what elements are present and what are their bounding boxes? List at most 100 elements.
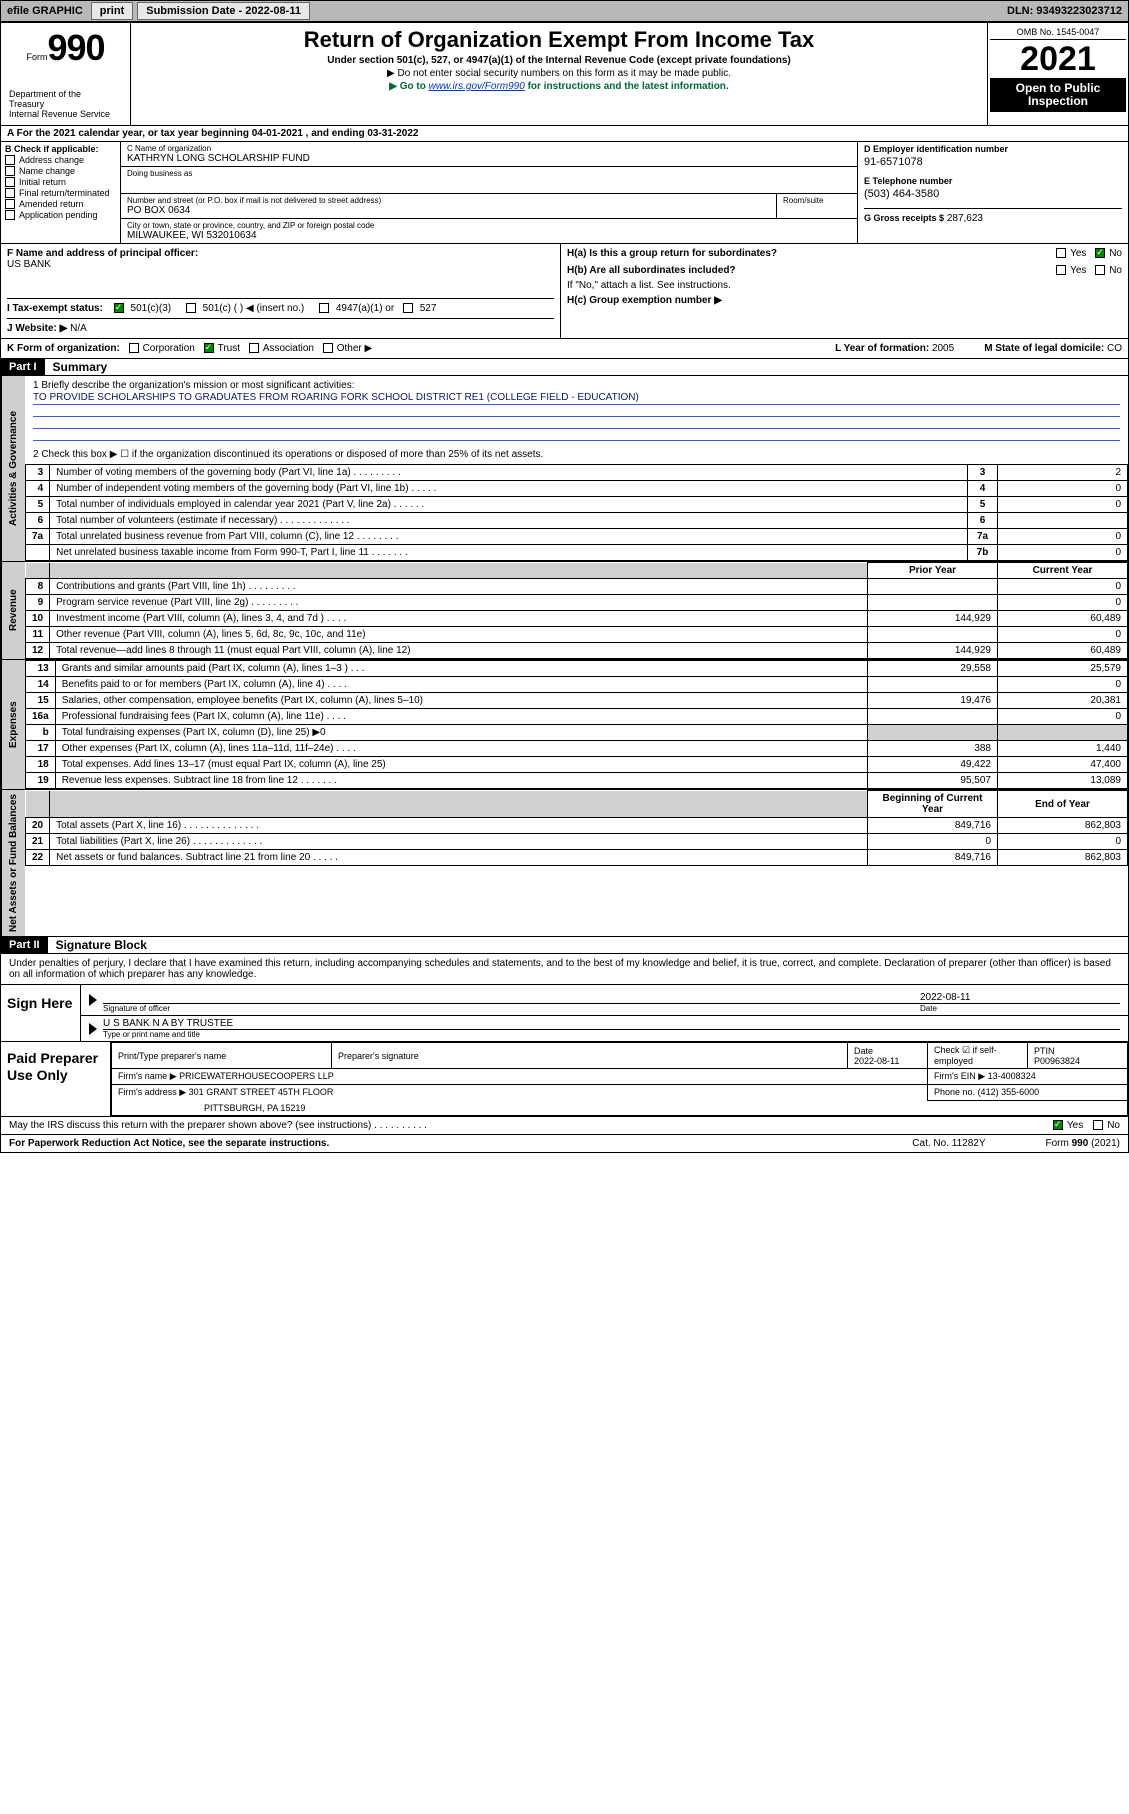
prior-year-value	[868, 677, 998, 693]
current-year-value: 0	[998, 677, 1128, 693]
principal-officer: US BANK	[7, 259, 554, 270]
chk-501c3[interactable]	[114, 303, 124, 313]
current-year-value: 0	[998, 834, 1128, 850]
irs-link[interactable]: www.irs.gov/Form990	[429, 81, 525, 92]
firm-ein: 13-4008324	[988, 1071, 1036, 1081]
line-number: 11	[26, 627, 50, 643]
line-number: 6	[26, 513, 50, 529]
chk-4947[interactable]	[319, 303, 329, 313]
vtab-net-assets: Net Assets or Fund Balances	[1, 790, 25, 936]
chk-final-return[interactable]: Final return/terminated	[5, 188, 116, 198]
suite-label: Room/suite	[783, 196, 851, 205]
prep-sig-label: Preparer's signature	[338, 1051, 419, 1061]
line-value: 0	[998, 529, 1128, 545]
hb-yes-chk[interactable]	[1056, 265, 1066, 275]
chk-corp[interactable]	[129, 343, 139, 353]
box-number: 3	[968, 465, 998, 481]
chk-amended-return[interactable]: Amended return	[5, 199, 116, 209]
chk-527[interactable]	[403, 303, 413, 313]
line-number: 4	[26, 481, 50, 497]
firm-phone: (412) 355-6000	[978, 1087, 1040, 1097]
chk-application-pending[interactable]: Application pending	[5, 210, 116, 220]
chk-assoc[interactable]	[249, 343, 259, 353]
footer-row: For Paperwork Reduction Act Notice, see …	[0, 1135, 1129, 1153]
phone-label: Phone no.	[934, 1087, 975, 1097]
ha-no-chk[interactable]	[1095, 248, 1105, 258]
current-year-value: 1,440	[998, 741, 1128, 757]
chk-other[interactable]	[323, 343, 333, 353]
omb-number: OMB No. 1545-0047	[990, 25, 1126, 40]
net-assets-block: Net Assets or Fund Balances Beginning of…	[0, 790, 1129, 937]
firm-name: PRICEWATERHOUSECOOPERS LLP	[179, 1071, 334, 1081]
table-row: 14 Benefits paid to or for members (Part…	[26, 677, 1128, 693]
line-label: Program service revenue (Part VIII, line…	[50, 595, 868, 611]
revenue-table: Prior Year Current Year 8 Contributions …	[25, 562, 1128, 659]
col-begin-year: Beginning of Current Year	[868, 791, 998, 818]
table-row: 5 Total number of individuals employed i…	[26, 497, 1128, 513]
line-label: Salaries, other compensation, employee b…	[55, 693, 867, 709]
hb-label: H(b) Are all subordinates included?	[567, 265, 736, 276]
preparer-table: Print/Type preparer's name Preparer's si…	[111, 1042, 1128, 1116]
efile-graphic-label: efile GRAPHIC	[1, 5, 89, 17]
line-label: Total number of volunteers (estimate if …	[50, 513, 968, 529]
penalty-statement: Under penalties of perjury, I declare th…	[1, 954, 1128, 985]
box-number: 7a	[968, 529, 998, 545]
chk-name-change[interactable]: Name change	[5, 166, 116, 176]
line-label: Total number of individuals employed in …	[50, 497, 968, 513]
check-self-employed[interactable]: Check ☑ if self-employed	[934, 1045, 997, 1066]
prior-year-value: 849,716	[868, 818, 998, 834]
print-button[interactable]: print	[91, 2, 133, 20]
line-number	[26, 545, 50, 561]
col-current-year: Current Year	[998, 563, 1128, 579]
line-number: 22	[26, 850, 50, 866]
ptin-label: PTIN	[1034, 1046, 1055, 1056]
line-value: 0	[998, 481, 1128, 497]
signature-block: Under penalties of perjury, I declare th…	[0, 954, 1129, 1042]
line-label: Net unrelated business taxable income fr…	[50, 545, 968, 561]
firm-name-label: Firm's name ▶	[118, 1071, 177, 1081]
line-label: Benefits paid to or for members (Part IX…	[55, 677, 867, 693]
discuss-yes-chk[interactable]	[1053, 1120, 1063, 1130]
prior-year-value: 388	[868, 741, 998, 757]
table-row: 22 Net assets or fund balances. Subtract…	[26, 850, 1128, 866]
city-value: MILWAUKEE, WI 532010634	[127, 230, 257, 241]
chk-address-change[interactable]: Address change	[5, 155, 116, 165]
line-label: Total fundraising expenses (Part IX, col…	[55, 725, 867, 741]
prior-year-value: 0	[868, 834, 998, 850]
table-row: b Total fundraising expenses (Part IX, c…	[26, 725, 1128, 741]
table-row: 4 Number of independent voting members o…	[26, 481, 1128, 497]
line-number: 21	[26, 834, 50, 850]
current-year-value: 862,803	[998, 818, 1128, 834]
c-name-label: C Name of organization	[127, 144, 851, 153]
chk-501c[interactable]	[186, 303, 196, 313]
hb-no-chk[interactable]	[1095, 265, 1105, 275]
prior-year-value	[868, 579, 998, 595]
org-name: KATHRYN LONG SCHOLARSHIP FUND	[127, 153, 310, 164]
current-year-value: 862,803	[998, 850, 1128, 866]
street-label: Number and street (or P.O. box if mail i…	[127, 196, 770, 205]
current-year-value: 20,381	[998, 693, 1128, 709]
gross-label: G Gross receipts $	[864, 213, 944, 223]
col-end-year: End of Year	[998, 791, 1128, 818]
table-row: 3 Number of voting members of the govern…	[26, 465, 1128, 481]
current-year-value: 47,400	[998, 757, 1128, 773]
discuss-no-chk[interactable]	[1093, 1120, 1103, 1130]
expenses-table: 13 Grants and similar amounts paid (Part…	[25, 660, 1128, 789]
cat-no: Cat. No. 11282Y	[912, 1138, 985, 1149]
identity-block: A For the 2021 calendar year, or tax yea…	[0, 126, 1129, 244]
current-year-value: 60,489	[998, 643, 1128, 659]
caret-icon	[89, 994, 97, 1006]
line-number: b	[26, 725, 56, 741]
chk-initial-return[interactable]: Initial return	[5, 177, 116, 187]
box-number: 6	[968, 513, 998, 529]
line-label: Professional fundraising fees (Part IX, …	[55, 709, 867, 725]
chk-trust[interactable]	[204, 343, 214, 353]
dln-label: DLN: 93493223023712	[1001, 5, 1128, 17]
prep-name-label: Print/Type preparer's name	[118, 1051, 226, 1061]
current-year-value: 0	[998, 627, 1128, 643]
table-row: 10 Investment income (Part VIII, column …	[26, 611, 1128, 627]
table-row: 21 Total liabilities (Part X, line 26) .…	[26, 834, 1128, 850]
activities-governance-block: Activities & Governance 1 Briefly descri…	[0, 376, 1129, 562]
line2-label: 2 Check this box ▶ ☐ if the organization…	[25, 445, 1128, 464]
ha-yes-chk[interactable]	[1056, 248, 1066, 258]
